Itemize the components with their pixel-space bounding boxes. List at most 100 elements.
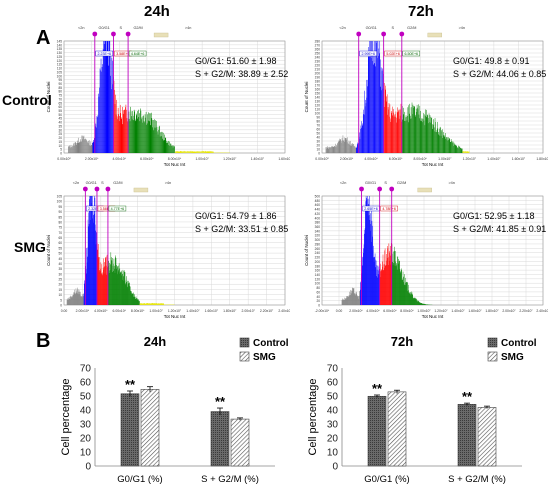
histogram-bar	[122, 124, 124, 153]
histogram-bar	[102, 64, 103, 153]
histogram-bar	[143, 115, 144, 153]
y-tick-label: 10	[80, 448, 92, 459]
y-tick-label: 260	[315, 48, 321, 52]
histogram-bar	[114, 89, 115, 153]
gate-value: 2.65E+6	[364, 207, 378, 211]
histogram-bar	[188, 151, 189, 153]
x-tick-label: 4.00x10⁶	[366, 309, 380, 313]
histogram-smg-72h: 0204060801001201401601802002202402602803…	[304, 181, 548, 319]
histogram-bar	[87, 143, 89, 153]
histogram-bar	[104, 41, 105, 153]
y-tick-label: 270	[315, 44, 321, 48]
y-tick-label: 150	[315, 92, 321, 96]
y-tick-label: 160	[315, 88, 321, 92]
histogram-bar	[191, 151, 192, 153]
histogram-bar	[169, 141, 170, 153]
y-tick-label: 35	[58, 267, 62, 271]
y-tick-label: 10	[58, 293, 62, 297]
gate-value-box	[359, 50, 377, 57]
histogram-bar	[119, 104, 121, 153]
significance-marker: **	[215, 394, 226, 409]
y-tick-label: 240	[315, 56, 321, 60]
stats-g1-value: G0/G1: 51.60 ± 1.98	[195, 56, 277, 66]
legend-label-smg: SMG	[501, 352, 524, 363]
y-tick-label: 40	[316, 295, 320, 299]
x-tick-label: 6.00x10⁶	[113, 309, 127, 313]
bar-control	[210, 411, 230, 467]
histogram-bar	[135, 119, 136, 153]
y-tick-label: 70	[327, 364, 339, 375]
y-tick-label: 50	[58, 252, 62, 256]
gate-handle	[125, 31, 131, 37]
x-tick-label: 1.00x10⁷	[149, 309, 163, 313]
x-tick-label: 2.00x10⁷	[502, 309, 516, 313]
histogram-bar	[187, 150, 188, 153]
x-tick-label: 1.60x10⁷	[468, 309, 482, 313]
histogram-bar	[165, 137, 166, 153]
y-tick-label: 420	[315, 212, 321, 216]
histogram-bar	[176, 151, 178, 153]
histogram-bar	[75, 144, 77, 153]
histogram-bar	[86, 141, 88, 153]
histogram-bar	[89, 145, 90, 153]
y-tick-label: 40	[80, 406, 92, 417]
x-tick-label: 2.20x10⁷	[519, 309, 533, 313]
histogram-bar	[152, 127, 154, 153]
y-tick-label: 70	[58, 231, 62, 235]
histogram-bar	[195, 151, 197, 153]
y-axis-label: Count of Nuclei	[46, 235, 51, 266]
histogram-bar	[151, 112, 152, 153]
y-tick-label: 0	[85, 462, 91, 473]
gate-value: 2.23E+6	[98, 52, 112, 56]
over4n-marker	[427, 32, 443, 38]
histogram-bar	[83, 135, 85, 153]
histogram-bar	[206, 151, 207, 153]
y-tick-label: 380	[315, 221, 321, 225]
x-tick-label: 1.60x10⁷	[278, 157, 290, 161]
y-tick-label: 125	[57, 55, 63, 59]
gate-value: 4.78E+6	[382, 207, 396, 211]
y-tick-label: 0	[318, 152, 320, 156]
histogram-bar	[176, 151, 177, 153]
y-tick-label: 500	[315, 195, 321, 199]
y-tick-label: 95	[58, 205, 62, 209]
histogram-bar	[93, 142, 95, 153]
histogram-bar	[126, 118, 128, 153]
y-tick-label: 0	[60, 152, 62, 156]
y-tick-label: 40	[58, 121, 62, 125]
x-tick-label: 1.60x10⁷	[512, 157, 526, 161]
histogram-bar	[85, 138, 86, 153]
y-tick-label: 30	[80, 420, 92, 431]
gate-value: 2.99E+6	[361, 52, 375, 56]
y-tick-label: 250	[315, 52, 321, 56]
histogram-bar	[151, 118, 153, 153]
y-tick-label: 120	[315, 277, 321, 281]
x-axis-label: Tot Nuc Int	[164, 162, 186, 167]
histogram-bar	[183, 151, 185, 153]
row-label-control: Control	[2, 92, 52, 108]
stats-control-24h: G0/G1: 51.60 ± 1.98 S + G2/M: 38.89 ± 2.…	[195, 55, 288, 81]
histogram-bar	[80, 141, 82, 153]
y-tick-label: 100	[57, 200, 63, 204]
histogram-bar	[116, 99, 117, 153]
histogram-bar	[98, 93, 99, 153]
histogram-bar	[211, 151, 213, 153]
y-tick-label: 40	[327, 406, 339, 417]
histogram-bar	[211, 151, 212, 153]
significance-marker: **	[462, 389, 473, 404]
histogram-bar	[165, 137, 167, 153]
y-tick-label: 360	[315, 225, 321, 229]
histogram-bar	[149, 113, 150, 153]
y-tick-label: 140	[57, 43, 63, 47]
y-tick-label: 460	[315, 203, 321, 207]
histogram-bar	[191, 151, 193, 153]
histogram-bar	[98, 96, 100, 153]
bar-chart-title: 72h	[391, 334, 413, 349]
histogram-bar	[168, 140, 169, 153]
histogram-bar	[144, 114, 146, 153]
histogram-bar	[180, 151, 182, 153]
histogram-bar	[74, 142, 76, 153]
y-axis-label: Count of Nuclei	[46, 82, 51, 113]
histogram-bar	[84, 139, 85, 153]
histogram-bar	[156, 126, 158, 153]
